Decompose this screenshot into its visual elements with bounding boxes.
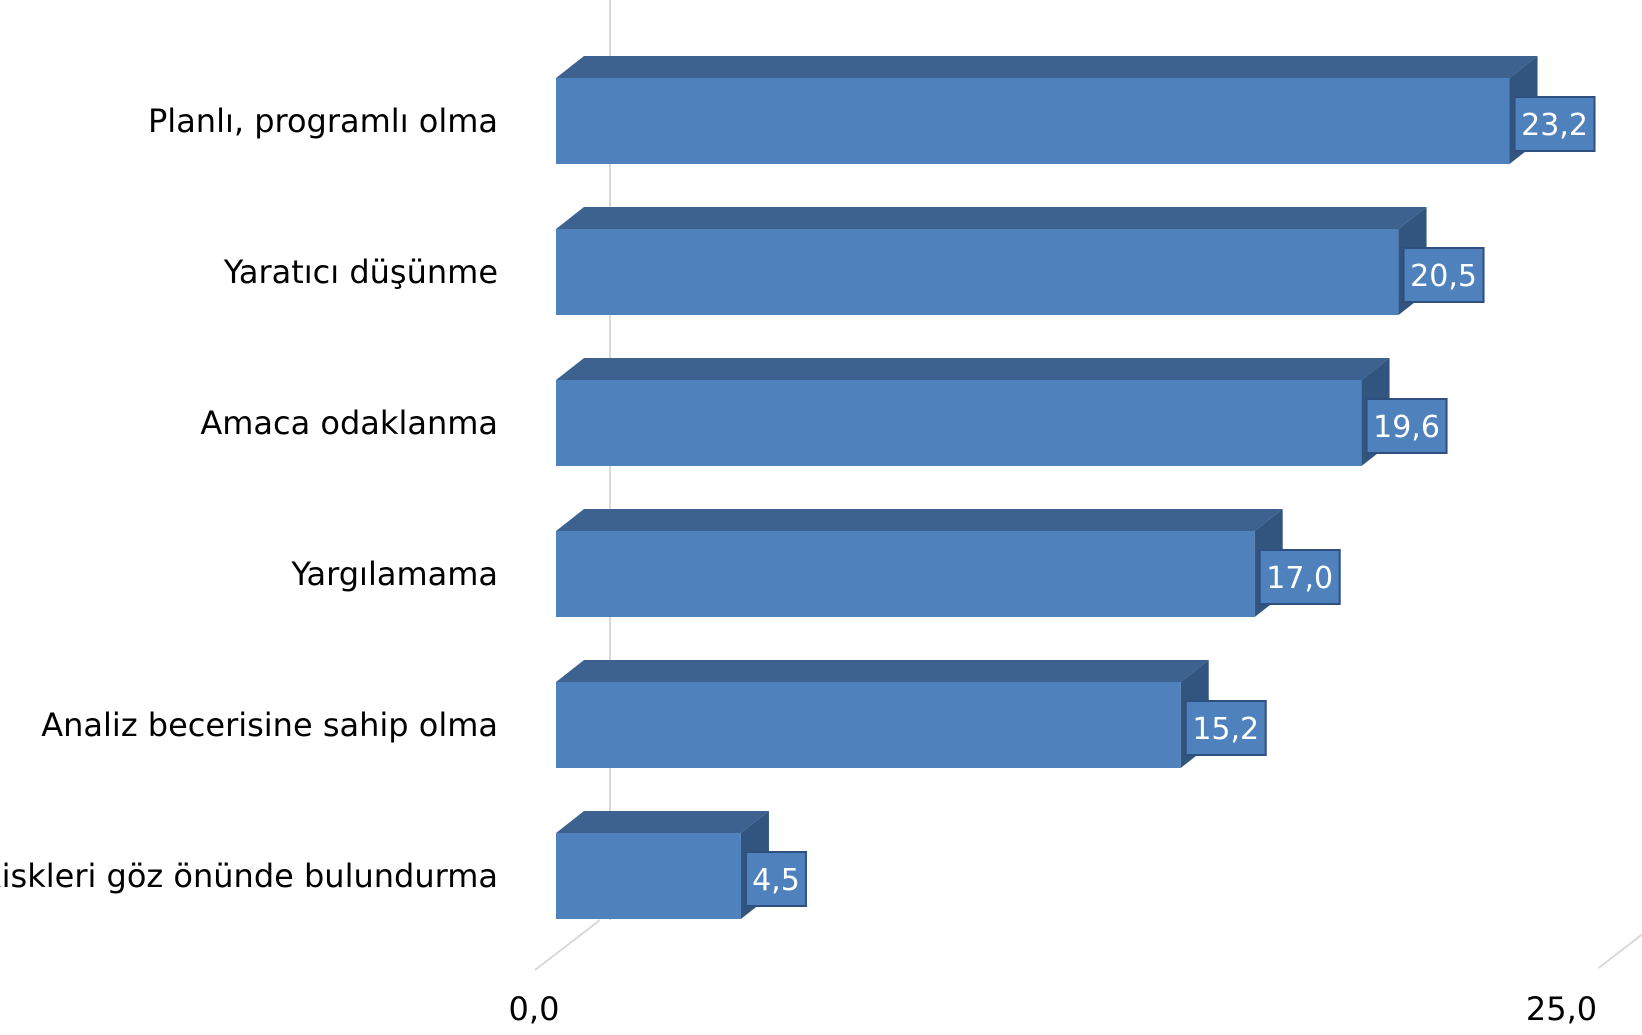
data-label: 23,2 [1521,108,1588,143]
data-label: 19,6 [1373,410,1440,445]
x-tick-label: 0,0 [509,990,560,1028]
bar [556,833,741,919]
category-label: Planlı, programlı olma [148,102,498,140]
category-label: Yaratıcı düşünme [223,253,498,291]
data-label-box [744,851,807,907]
bar-top-face [556,660,1209,682]
category-label: Amaca odaklanma [200,404,498,442]
bar [556,380,1362,466]
category-label: Riskleri göz önünde bulundurma [0,857,498,895]
data-label-box [1258,549,1341,605]
bar [556,682,1181,768]
data-label-box [1184,700,1267,756]
bar-top-face [556,509,1283,531]
data-label-box [1402,247,1485,303]
data-label: 17,0 [1266,561,1333,596]
bar [556,78,1510,164]
bar-top-face [556,811,769,833]
data-label: 4,5 [752,863,800,898]
x-tick-label: 25,0 [1526,990,1597,1028]
data-label: 15,2 [1192,712,1259,747]
data-label-box [1365,398,1448,454]
category-label: Analiz becerisine sahip olma [41,706,498,744]
category-label: Yargılamama [290,555,498,593]
bar [556,531,1255,617]
data-label-box [1513,96,1596,152]
data-label: 20,5 [1410,259,1477,294]
bar [556,229,1399,315]
bars [556,56,1538,919]
bar-top-face [556,207,1427,229]
data-labels: 23,2 20,5 19,6 17,0 15,2 4,5 [744,96,1596,907]
category-labels: Planlı, programlı olma Yaratıcı düşünme Am… [0,102,498,895]
x-axis-ticks: 0,0 25,0 [509,990,1598,1028]
bar-top-face [556,358,1390,380]
bar-top-face [556,56,1538,78]
floor-line-zero [534,919,601,971]
floor-line-max [1597,933,1642,969]
